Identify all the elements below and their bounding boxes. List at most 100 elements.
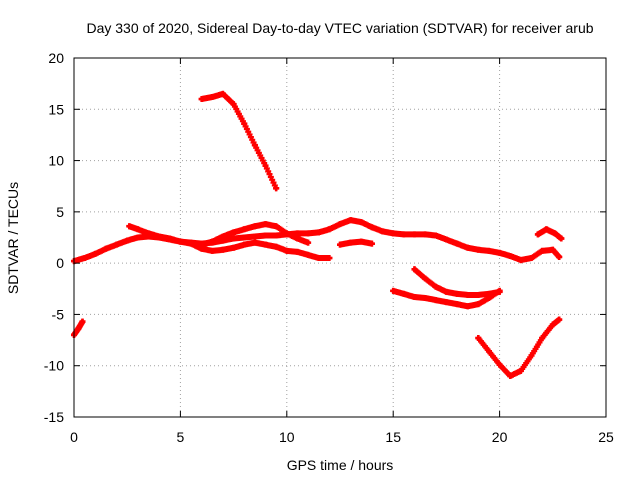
data-point (432, 232, 439, 239)
data-point (337, 221, 343, 228)
data-point (485, 247, 492, 254)
data-point (273, 243, 280, 250)
data-point (126, 223, 133, 230)
data-point (432, 297, 439, 304)
plot-frame (73, 57, 607, 418)
data-point (251, 142, 258, 149)
data-point (549, 246, 556, 253)
data-point (273, 232, 280, 239)
data-point (390, 287, 397, 294)
data-point (517, 367, 524, 374)
y-tick-label: 15 (48, 101, 64, 117)
data-point (75, 325, 82, 332)
data-point (411, 231, 418, 238)
x-tick-label: 25 (598, 429, 614, 445)
data-point (79, 318, 86, 325)
data-point (534, 231, 541, 238)
data-point (422, 231, 429, 238)
x-tick-label: 5 (177, 429, 185, 445)
data-point (145, 230, 152, 237)
data-point (326, 226, 333, 233)
y-tick-label: -10 (44, 358, 64, 374)
data-point (241, 226, 248, 233)
data-point (251, 239, 258, 246)
data-point (241, 241, 248, 248)
data-point (283, 230, 290, 237)
data-point (230, 244, 237, 251)
data-point (454, 240, 461, 247)
data-point (539, 335, 546, 342)
data-point (219, 233, 226, 240)
data-point (209, 238, 216, 245)
series-arc-2 (126, 223, 333, 262)
data-point (113, 241, 120, 248)
data-point (496, 361, 503, 368)
data-point (315, 229, 322, 236)
data-point (294, 235, 301, 242)
data-point (262, 221, 269, 228)
data-point (528, 352, 535, 359)
axis-ticks: 0 5 10 15 20 25 -15 -10 -5 0 5 10 15 20 (44, 50, 614, 445)
data-point (358, 219, 365, 226)
data-point (485, 290, 492, 297)
data-point (422, 275, 429, 282)
data-point (209, 93, 216, 100)
data-point (81, 255, 88, 262)
data-point (556, 316, 563, 323)
data-point (315, 255, 322, 262)
y-axis-label: SDTVAR / TECUs (5, 182, 21, 294)
data-point (251, 223, 258, 230)
data-point (219, 246, 226, 253)
data-point (241, 120, 248, 127)
data-point (475, 335, 482, 342)
data-point (368, 224, 375, 231)
data-point (305, 251, 312, 258)
data-point (273, 223, 280, 230)
data-point (454, 301, 461, 308)
y-tick-label: 0 (56, 255, 64, 271)
data-point (475, 291, 482, 298)
data-point (517, 257, 524, 264)
data-point (273, 185, 280, 192)
data-point (241, 234, 248, 241)
y-tick-label: 20 (48, 50, 64, 66)
data-point (485, 348, 492, 355)
data-point (124, 237, 131, 244)
data-point (507, 372, 514, 379)
data-point (411, 293, 418, 300)
x-tick-label: 0 (70, 429, 78, 445)
data-point (219, 90, 226, 97)
data-point (507, 252, 514, 259)
data-point (400, 290, 407, 297)
data-point (347, 217, 354, 224)
data-point (543, 226, 550, 233)
data-point (432, 283, 439, 290)
data-point (92, 250, 99, 257)
series-arc-4 (198, 90, 280, 192)
data-point (305, 239, 312, 246)
data-point (475, 246, 482, 253)
data-point (475, 301, 482, 308)
data-point (549, 321, 556, 328)
data-point (262, 232, 269, 239)
data-point (283, 247, 290, 254)
data-point (464, 291, 471, 298)
data-point (422, 295, 429, 302)
data-point (551, 230, 558, 237)
data-point (156, 233, 163, 240)
y-tick-label: -15 (44, 409, 64, 425)
data-point (379, 228, 386, 235)
data-point (230, 235, 237, 242)
x-axis-label: GPS time / hours (287, 457, 394, 473)
x-tick-label: 10 (279, 429, 295, 445)
data-point (102, 245, 109, 252)
data-point (464, 303, 471, 310)
series-arc-5 (337, 238, 375, 248)
series-arc-3 (198, 221, 312, 248)
data-point (166, 235, 173, 242)
data-point (188, 240, 195, 247)
data-point (368, 240, 375, 247)
data-point (556, 253, 563, 260)
